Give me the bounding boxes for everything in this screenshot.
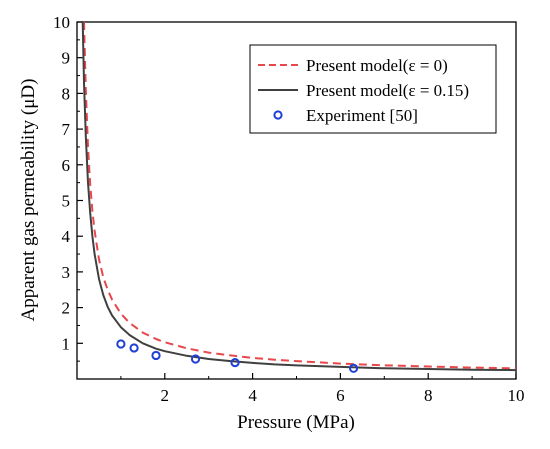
x-tick-label: 2 [161, 386, 170, 405]
x-axis-ticks: 2 4 6 8 10 [120, 373, 525, 405]
x-tick-label: 4 [248, 386, 257, 405]
experiment-point [116, 339, 126, 349]
x-axis-title: Pressure (MPa) [237, 412, 355, 433]
x-tick-label: 6 [336, 386, 345, 405]
series-layer [81, 21, 517, 373]
y-axis-ticks: 1 2 3 4 5 6 7 8 9 10 [53, 13, 83, 362]
x-tick-label: 8 [424, 386, 433, 405]
y-axis-title: Apparent gas permeability (μD) [18, 79, 39, 322]
experiment-point [151, 350, 161, 361]
y-tick-label: 10 [53, 13, 70, 32]
experiment-point [190, 354, 201, 364]
legend-label-experiment: Experiment [50] [306, 106, 418, 125]
y-tick-label: 9 [62, 49, 71, 68]
experiment-point [230, 357, 240, 368]
series-line-model-eps0 [83, 21, 517, 370]
legend-swatch-experiment [273, 110, 283, 120]
y-tick-label: 8 [62, 84, 71, 103]
x-tick-label: 10 [508, 386, 525, 405]
experiment-point [348, 363, 359, 373]
series-line-model-eps015 [81, 21, 517, 372]
legend: Present model(ε = 0) Present model(ε = 0… [249, 44, 497, 134]
y-tick-label: 7 [62, 120, 71, 139]
y-tick-label: 1 [62, 334, 71, 353]
y-tick-label: 6 [62, 156, 71, 175]
y-tick-label: 3 [62, 263, 71, 282]
legend-label-model-eps015: Present model(ε = 0.15) [306, 81, 469, 100]
y-tick-label: 2 [62, 299, 71, 318]
legend-label-model-eps0: Present model(ε = 0) [306, 56, 448, 75]
y-tick-label: 5 [62, 192, 71, 211]
experiment-point [129, 343, 139, 353]
y-tick-label: 4 [62, 227, 71, 246]
